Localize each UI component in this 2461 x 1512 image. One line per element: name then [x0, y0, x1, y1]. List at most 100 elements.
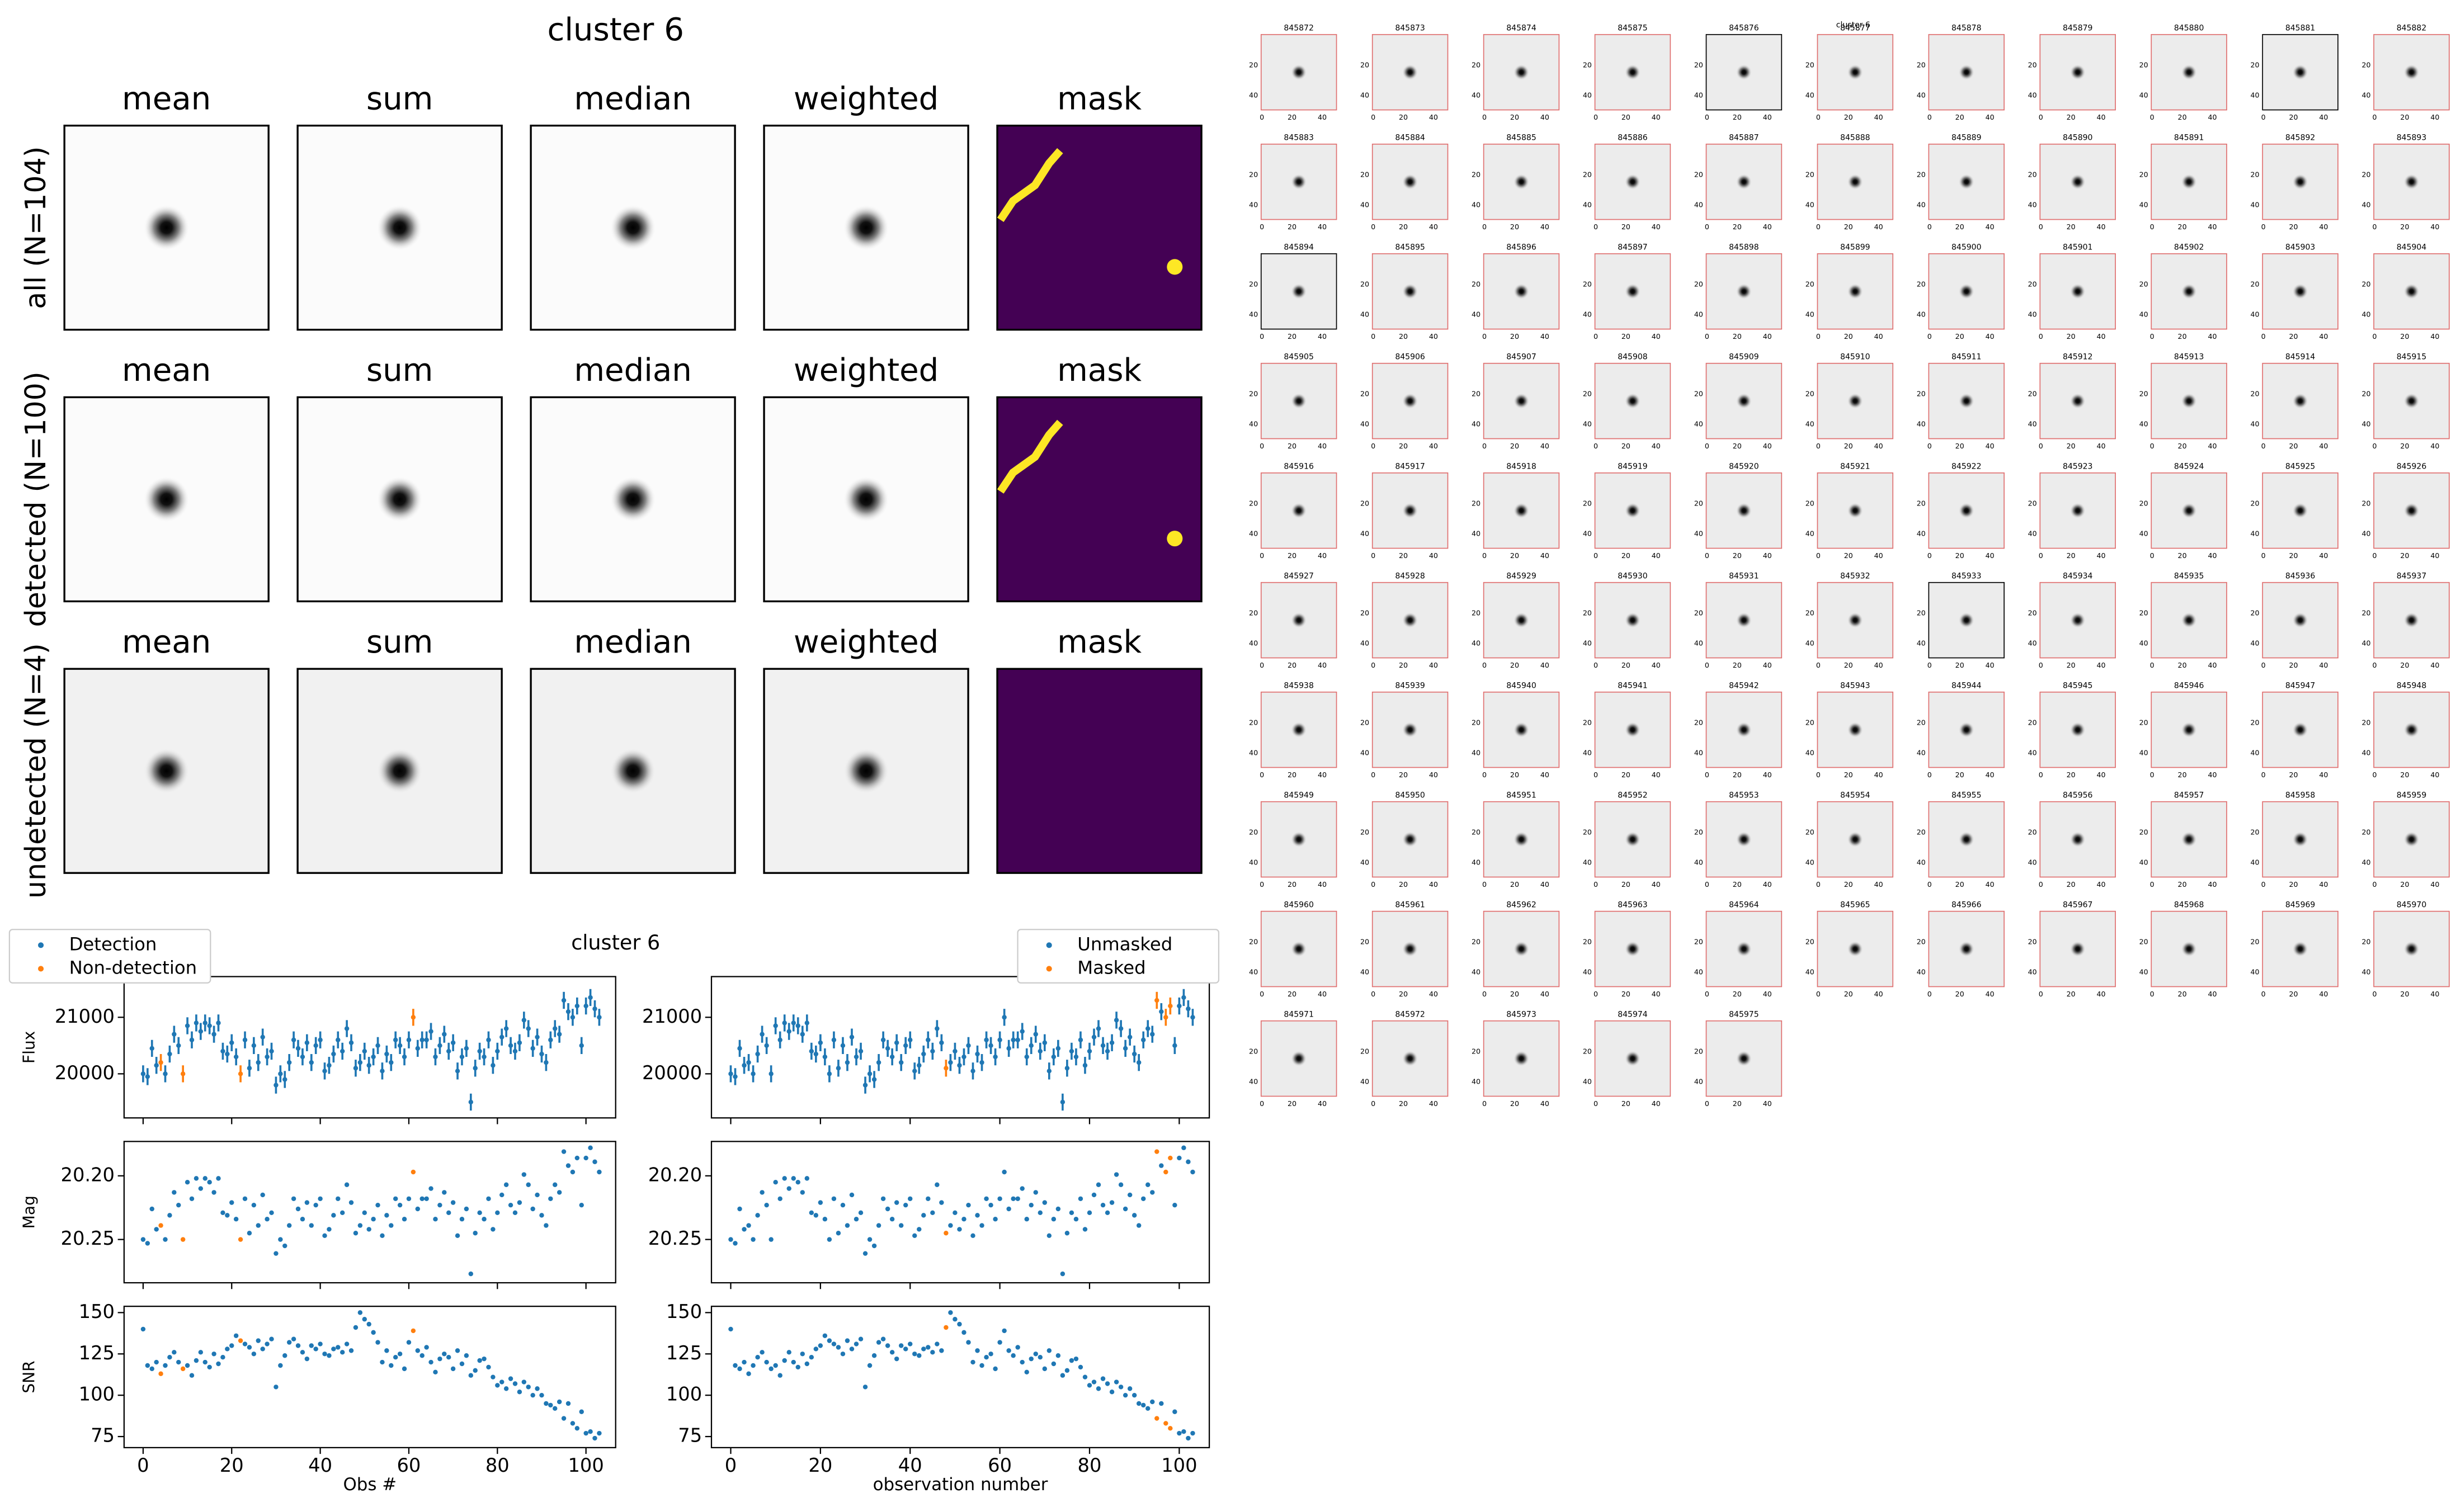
data-point	[508, 1376, 513, 1381]
stamp-x-tick-label: 20	[2289, 990, 2298, 998]
data-point	[935, 1026, 940, 1031]
data-point	[521, 1172, 527, 1177]
stamp-y-tick-label: 20	[1805, 390, 1814, 398]
data-point	[437, 1356, 442, 1362]
stamp-y-tick-label: 40	[2139, 639, 2148, 647]
data-point	[486, 1364, 491, 1370]
stamp-star	[1607, 924, 1658, 975]
y-tick-label: 20.25	[648, 1227, 702, 1249]
data-point	[238, 1237, 243, 1242]
stamp-x-tick-label: 40	[1318, 880, 1327, 889]
data-point	[207, 1364, 212, 1370]
data-point	[242, 1196, 248, 1201]
stamp-title: 845930	[1618, 571, 1648, 580]
row-label: all (N=104)	[19, 147, 52, 309]
stamp-title: 845937	[2397, 571, 2427, 580]
stamp-title: 845920	[1729, 462, 1759, 471]
stamp-y-tick-label: 20	[2251, 499, 2260, 508]
data-point	[1154, 1149, 1159, 1154]
stamp-x-tick-label: 40	[1318, 223, 1327, 231]
stamp-star	[1274, 705, 1324, 755]
stamp-title: 845900	[1951, 243, 1982, 252]
stamp-y-tick-label: 20	[1249, 499, 1258, 508]
data-point	[813, 1051, 819, 1057]
data-point	[260, 1034, 265, 1040]
stamp-y-tick-label: 20	[1249, 390, 1258, 398]
data-point	[889, 1217, 895, 1222]
data-point	[898, 1060, 904, 1065]
data-point	[149, 1046, 154, 1051]
stamp-title: 845970	[2397, 900, 2427, 909]
data-point	[993, 1366, 998, 1372]
stamp-y-tick-label: 40	[1472, 529, 1481, 537]
stamp-star	[1274, 47, 1324, 98]
stamp-y-tick-label: 40	[2028, 200, 2037, 209]
stamp-x-tick-label: 40	[1874, 661, 1883, 669]
data-point	[402, 1217, 407, 1222]
data-point	[592, 1006, 597, 1012]
data-point	[597, 1015, 602, 1020]
stamp-title: 845938	[1284, 681, 1314, 690]
data-point	[845, 1060, 850, 1065]
data-point	[517, 1390, 522, 1395]
mask-image	[996, 396, 1203, 603]
stamp-x-tick-label: 40	[1318, 990, 1327, 998]
data-point	[1029, 1202, 1034, 1208]
stamp-y-tick-label: 40	[1805, 858, 1814, 866]
stamp-x-tick-label: 0	[1816, 771, 1821, 779]
stamp-x-tick-label: 40	[2097, 880, 2106, 889]
stamp-star	[2386, 157, 2437, 207]
data-point	[419, 1353, 425, 1358]
plot-frame	[123, 1306, 616, 1448]
stamp-star	[1385, 376, 1436, 427]
stamp-title: 845912	[2063, 353, 2093, 362]
data-point	[777, 1037, 782, 1042]
data-point	[561, 998, 567, 1003]
data-point	[503, 1386, 509, 1391]
data-point	[406, 1037, 412, 1042]
stamp-x-tick-label: 0	[2261, 332, 2266, 341]
stamp-x-tick-label: 40	[2208, 551, 2217, 560]
data-point	[1082, 1374, 1088, 1379]
data-point	[198, 1029, 204, 1034]
stamp-x-tick-label: 0	[1705, 880, 1709, 889]
data-point	[1002, 1015, 1007, 1020]
stamp-x-tick-label: 40	[2097, 990, 2106, 998]
stamp-x-tick-label: 0	[2373, 551, 2377, 560]
data-point	[154, 1359, 159, 1365]
stamp-x-tick-label: 0	[2150, 551, 2154, 560]
data-point	[499, 1034, 505, 1040]
stamp-y-tick-label: 40	[1360, 1077, 1369, 1085]
data-point	[1051, 1054, 1057, 1060]
data-point	[728, 1326, 733, 1332]
data-point	[304, 1040, 310, 1045]
stamp-x-tick-label: 40	[2319, 771, 2328, 779]
stamp-x-tick-label: 20	[1621, 771, 1630, 779]
stamp-x-tick-label: 20	[2289, 223, 2298, 231]
stamp-x-tick-label: 20	[1621, 990, 1630, 998]
stamp-y-tick-label: 20	[1917, 719, 1926, 727]
data-point	[265, 1054, 270, 1060]
data-point	[482, 1217, 487, 1222]
stamp-x-tick-label: 0	[2039, 442, 2043, 450]
data-point	[202, 1020, 208, 1026]
stamp-x-tick-label: 0	[1593, 1099, 1598, 1108]
data-point	[1186, 1159, 1191, 1164]
data-point	[751, 1363, 756, 1368]
stamp-y-tick-label: 20	[1694, 938, 1703, 946]
stamp-y-tick-label: 40	[1360, 639, 1369, 647]
stamp-y-tick-label: 20	[1249, 61, 1258, 69]
stamp-star	[2052, 47, 2103, 98]
data-point	[975, 1213, 980, 1218]
data-point	[180, 1366, 186, 1372]
stamp-star	[1385, 485, 1436, 536]
data-point	[180, 1071, 186, 1076]
data-point	[1105, 1048, 1110, 1054]
data-point	[247, 1066, 252, 1071]
